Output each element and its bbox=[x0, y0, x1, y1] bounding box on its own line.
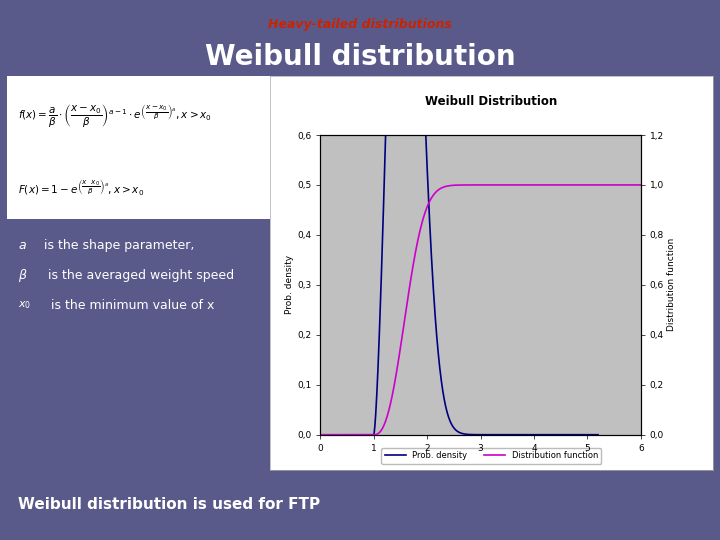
Prob. density bbox=[369, 431, 378, 438]
Text: Weibull distribution: Weibull distribution bbox=[204, 43, 516, 71]
Text: $\beta$: $\beta$ bbox=[18, 267, 27, 284]
Text: is the averaged weight speed: is the averaged weight speed bbox=[40, 269, 234, 282]
Distribution function bbox=[398, 329, 407, 335]
Line: Distribution function: Distribution function bbox=[320, 185, 641, 435]
Prob. density bbox=[520, 431, 528, 438]
Text: Heavy-tailed distributions: Heavy-tailed distributions bbox=[268, 18, 452, 31]
Y-axis label: Prob. density: Prob. density bbox=[285, 255, 294, 314]
Prob. density bbox=[539, 431, 547, 438]
Distribution function bbox=[529, 181, 538, 188]
Distribution function bbox=[558, 181, 567, 188]
Distribution function bbox=[636, 181, 645, 188]
Prob. density bbox=[594, 431, 603, 438]
Distribution function bbox=[531, 181, 539, 188]
Text: $x_0$: $x_0$ bbox=[18, 299, 31, 311]
Text: is the shape parameter,: is the shape parameter, bbox=[40, 239, 194, 252]
Legend: Prob. density, Distribution function: Prob. density, Distribution function bbox=[382, 448, 601, 464]
Text: Weibull distribution is used for FTP: Weibull distribution is used for FTP bbox=[18, 497, 320, 512]
Y-axis label: Distribution function: Distribution function bbox=[667, 238, 676, 332]
Prob. density bbox=[472, 431, 480, 438]
Text: $F\left(x\right)=1-e^{\left(\dfrac{x\ \ x_0}{\beta}\right)^a},x>x_0$: $F\left(x\right)=1-e^{\left(\dfrac{x\ \ … bbox=[18, 177, 144, 197]
Prob. density bbox=[428, 260, 436, 267]
Line: Prob. density: Prob. density bbox=[374, 0, 598, 435]
Distribution function bbox=[316, 431, 325, 438]
Text: is the minimum value of x: is the minimum value of x bbox=[47, 299, 214, 312]
Prob. density bbox=[502, 431, 510, 438]
Distribution function bbox=[505, 182, 513, 188]
Distribution function bbox=[461, 182, 469, 188]
Distribution function bbox=[373, 431, 382, 437]
Text: $a$: $a$ bbox=[18, 239, 27, 252]
Text: $f\left(x\right)=\dfrac{a}{\beta}\cdot\left(\dfrac{x-x_0}{\beta}\right)^{a-1}\cd: $f\left(x\right)=\dfrac{a}{\beta}\cdot\l… bbox=[18, 102, 212, 129]
Text: Weibull Distribution: Weibull Distribution bbox=[426, 96, 557, 109]
